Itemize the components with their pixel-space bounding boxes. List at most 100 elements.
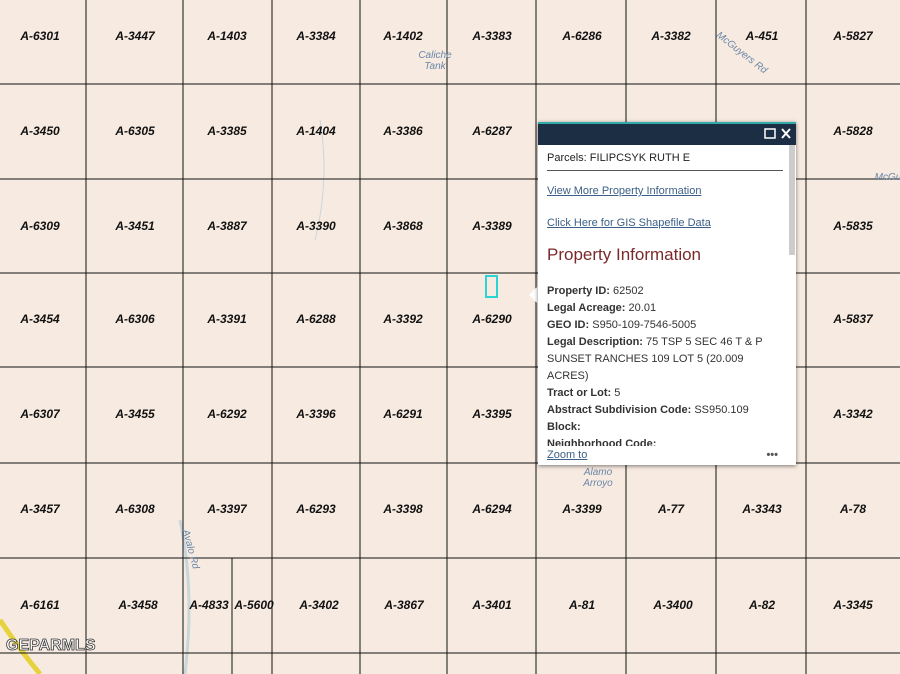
- field-label: Property ID:: [547, 285, 610, 297]
- scrollbar[interactable]: [789, 145, 795, 255]
- link[interactable]: View More Property Information: [547, 185, 702, 197]
- field-value: 5: [614, 387, 621, 399]
- parcel-label: A-3447: [114, 29, 156, 43]
- parcel-label: A-5600: [233, 598, 274, 612]
- parcel-label: A-6301: [19, 29, 60, 43]
- parcel-label: A-3887: [206, 219, 248, 233]
- field-label: GEO ID:: [547, 319, 590, 331]
- map-label: Alamo Arroyo: [582, 467, 613, 489]
- parcel-label: A-1403: [206, 29, 247, 43]
- field: Legal Description: 75 TSP 5 SEC 46 T & P…: [547, 334, 783, 385]
- parcel-label: A-6309: [19, 219, 60, 233]
- parcel-label: A-6286: [561, 29, 602, 43]
- parcel-label: A-5827: [832, 29, 874, 43]
- popup-title: Parcels: FILIPCSYK RUTH E: [547, 152, 783, 171]
- parcel-label: A-1404: [295, 124, 336, 138]
- parcel-label: A-451: [745, 29, 779, 43]
- parcel-label: A-6291: [382, 407, 423, 421]
- popup-pointer: [529, 285, 539, 305]
- parcel-label: A-3395: [471, 407, 512, 421]
- parcel-label: A-3397: [206, 502, 248, 516]
- popup-controls: [764, 128, 791, 139]
- parcel-label: A-3401: [471, 598, 512, 612]
- parcel-label: A-5835: [832, 219, 873, 233]
- parcel-label: A-3391: [206, 312, 247, 326]
- parcel-label: A-6161: [19, 598, 60, 612]
- parcel-label: A-6293: [295, 502, 336, 516]
- parcel-label: A-3451: [114, 219, 155, 233]
- field-value: S950-109-7546-5005: [592, 319, 697, 331]
- parcel-label: A-6294: [471, 502, 512, 516]
- maximize-button[interactable]: [764, 128, 776, 139]
- map-label: Caliche Tank: [418, 50, 452, 72]
- parcel-label: A-1402: [382, 29, 423, 43]
- zoom-link[interactable]: Zoom to: [547, 449, 588, 461]
- parcel-label: A-6306: [114, 312, 155, 326]
- field: Neighborhood Code:: [547, 436, 783, 446]
- parcel-label: A-3454: [19, 312, 60, 326]
- parcel-label: A-3385: [206, 124, 247, 138]
- field-label: Abstract Subdivision Code:: [547, 404, 692, 416]
- field: Abstract Subdivision Code: SS950.109: [547, 402, 783, 419]
- parcel-label: A-3382: [650, 29, 691, 43]
- field-value: 20.01: [628, 302, 657, 314]
- parcel-label: A-6292: [206, 407, 247, 421]
- parcel-label: A-82: [748, 598, 775, 612]
- parcel-label: A-3345: [832, 598, 873, 612]
- field: Block:: [547, 419, 783, 436]
- field-label: Block:: [547, 421, 581, 433]
- parcel-label: A-3342: [832, 407, 873, 421]
- parcel-label: A-5828: [832, 124, 873, 138]
- parcel-label: A-3867: [383, 598, 425, 612]
- close-button[interactable]: [781, 128, 791, 139]
- section-heading: Property Information: [547, 245, 702, 264]
- field-value: 62502: [613, 285, 644, 297]
- link[interactable]: Click Here for GIS Shapefile Data: [547, 217, 711, 229]
- parcel-label: A-3398: [382, 502, 423, 516]
- parcel-label: A-3402: [298, 598, 339, 612]
- field-list: Property ID: 62502 Legal Acreage: 20.01 GE…: [547, 283, 783, 446]
- parcel-label: A-6287: [471, 124, 513, 138]
- parcel-label: A-3400: [652, 598, 693, 612]
- field-label: Neighborhood Code:: [547, 438, 657, 446]
- map-label: McGu: [875, 172, 900, 183]
- field-value: SS950.109: [694, 404, 749, 416]
- parcel-label: A-6288: [295, 312, 336, 326]
- stream: [314, 119, 325, 241]
- parcel-label: A-77: [657, 502, 685, 516]
- field-value: 75 TSP 5 SEC 46 T & P SUNSET RANCHES 109…: [547, 336, 763, 382]
- parcel-label: A-3383: [471, 29, 512, 43]
- parcel-label: A-3455: [114, 407, 155, 421]
- watermark: GEPARMLS: [6, 637, 96, 654]
- parcel-label: A-81: [568, 598, 595, 612]
- popup: Parcels: FILIPCSYK RUTH E View More Prop…: [538, 122, 796, 465]
- parcel-label: A-3389: [471, 219, 512, 233]
- selected-parcel[interactable]: [485, 275, 498, 298]
- parcel-label: A-6305: [114, 124, 155, 138]
- parcel-label: A-6308: [114, 502, 155, 516]
- parcel-label: A-5837: [832, 312, 874, 326]
- parcel-label: A-6290: [471, 312, 512, 326]
- parcel-label: A-3457: [19, 502, 61, 516]
- field: GEO ID: S950-109-7546-5005: [547, 317, 783, 334]
- field-label: Legal Description:: [547, 336, 643, 348]
- parcel-label: A-4833: [188, 598, 229, 612]
- field-label: Legal Acreage:: [547, 302, 626, 314]
- parcel-label: A-3458: [117, 598, 158, 612]
- parcel-label: A-3396: [295, 407, 336, 421]
- parcel-label: A-3384: [295, 29, 336, 43]
- parcel-label: A-3386: [382, 124, 423, 138]
- field: Property ID: 62502: [547, 283, 783, 300]
- field: Tract or Lot: 5: [547, 385, 783, 402]
- parcel-label: A-3868: [382, 219, 423, 233]
- highway: [0, 618, 42, 674]
- parcel-label: A-3450: [19, 124, 60, 138]
- parcel-label: A-3390: [295, 219, 336, 233]
- field: Legal Acreage: 20.01: [547, 300, 783, 317]
- parcel-label: A-3399: [561, 502, 602, 516]
- popup-body: Parcels: FILIPCSYK RUTH E View More Prop…: [547, 152, 783, 446]
- more-menu[interactable]: •••: [766, 449, 778, 461]
- popup-header: [538, 122, 796, 145]
- parcel-label: A-6307: [19, 407, 61, 421]
